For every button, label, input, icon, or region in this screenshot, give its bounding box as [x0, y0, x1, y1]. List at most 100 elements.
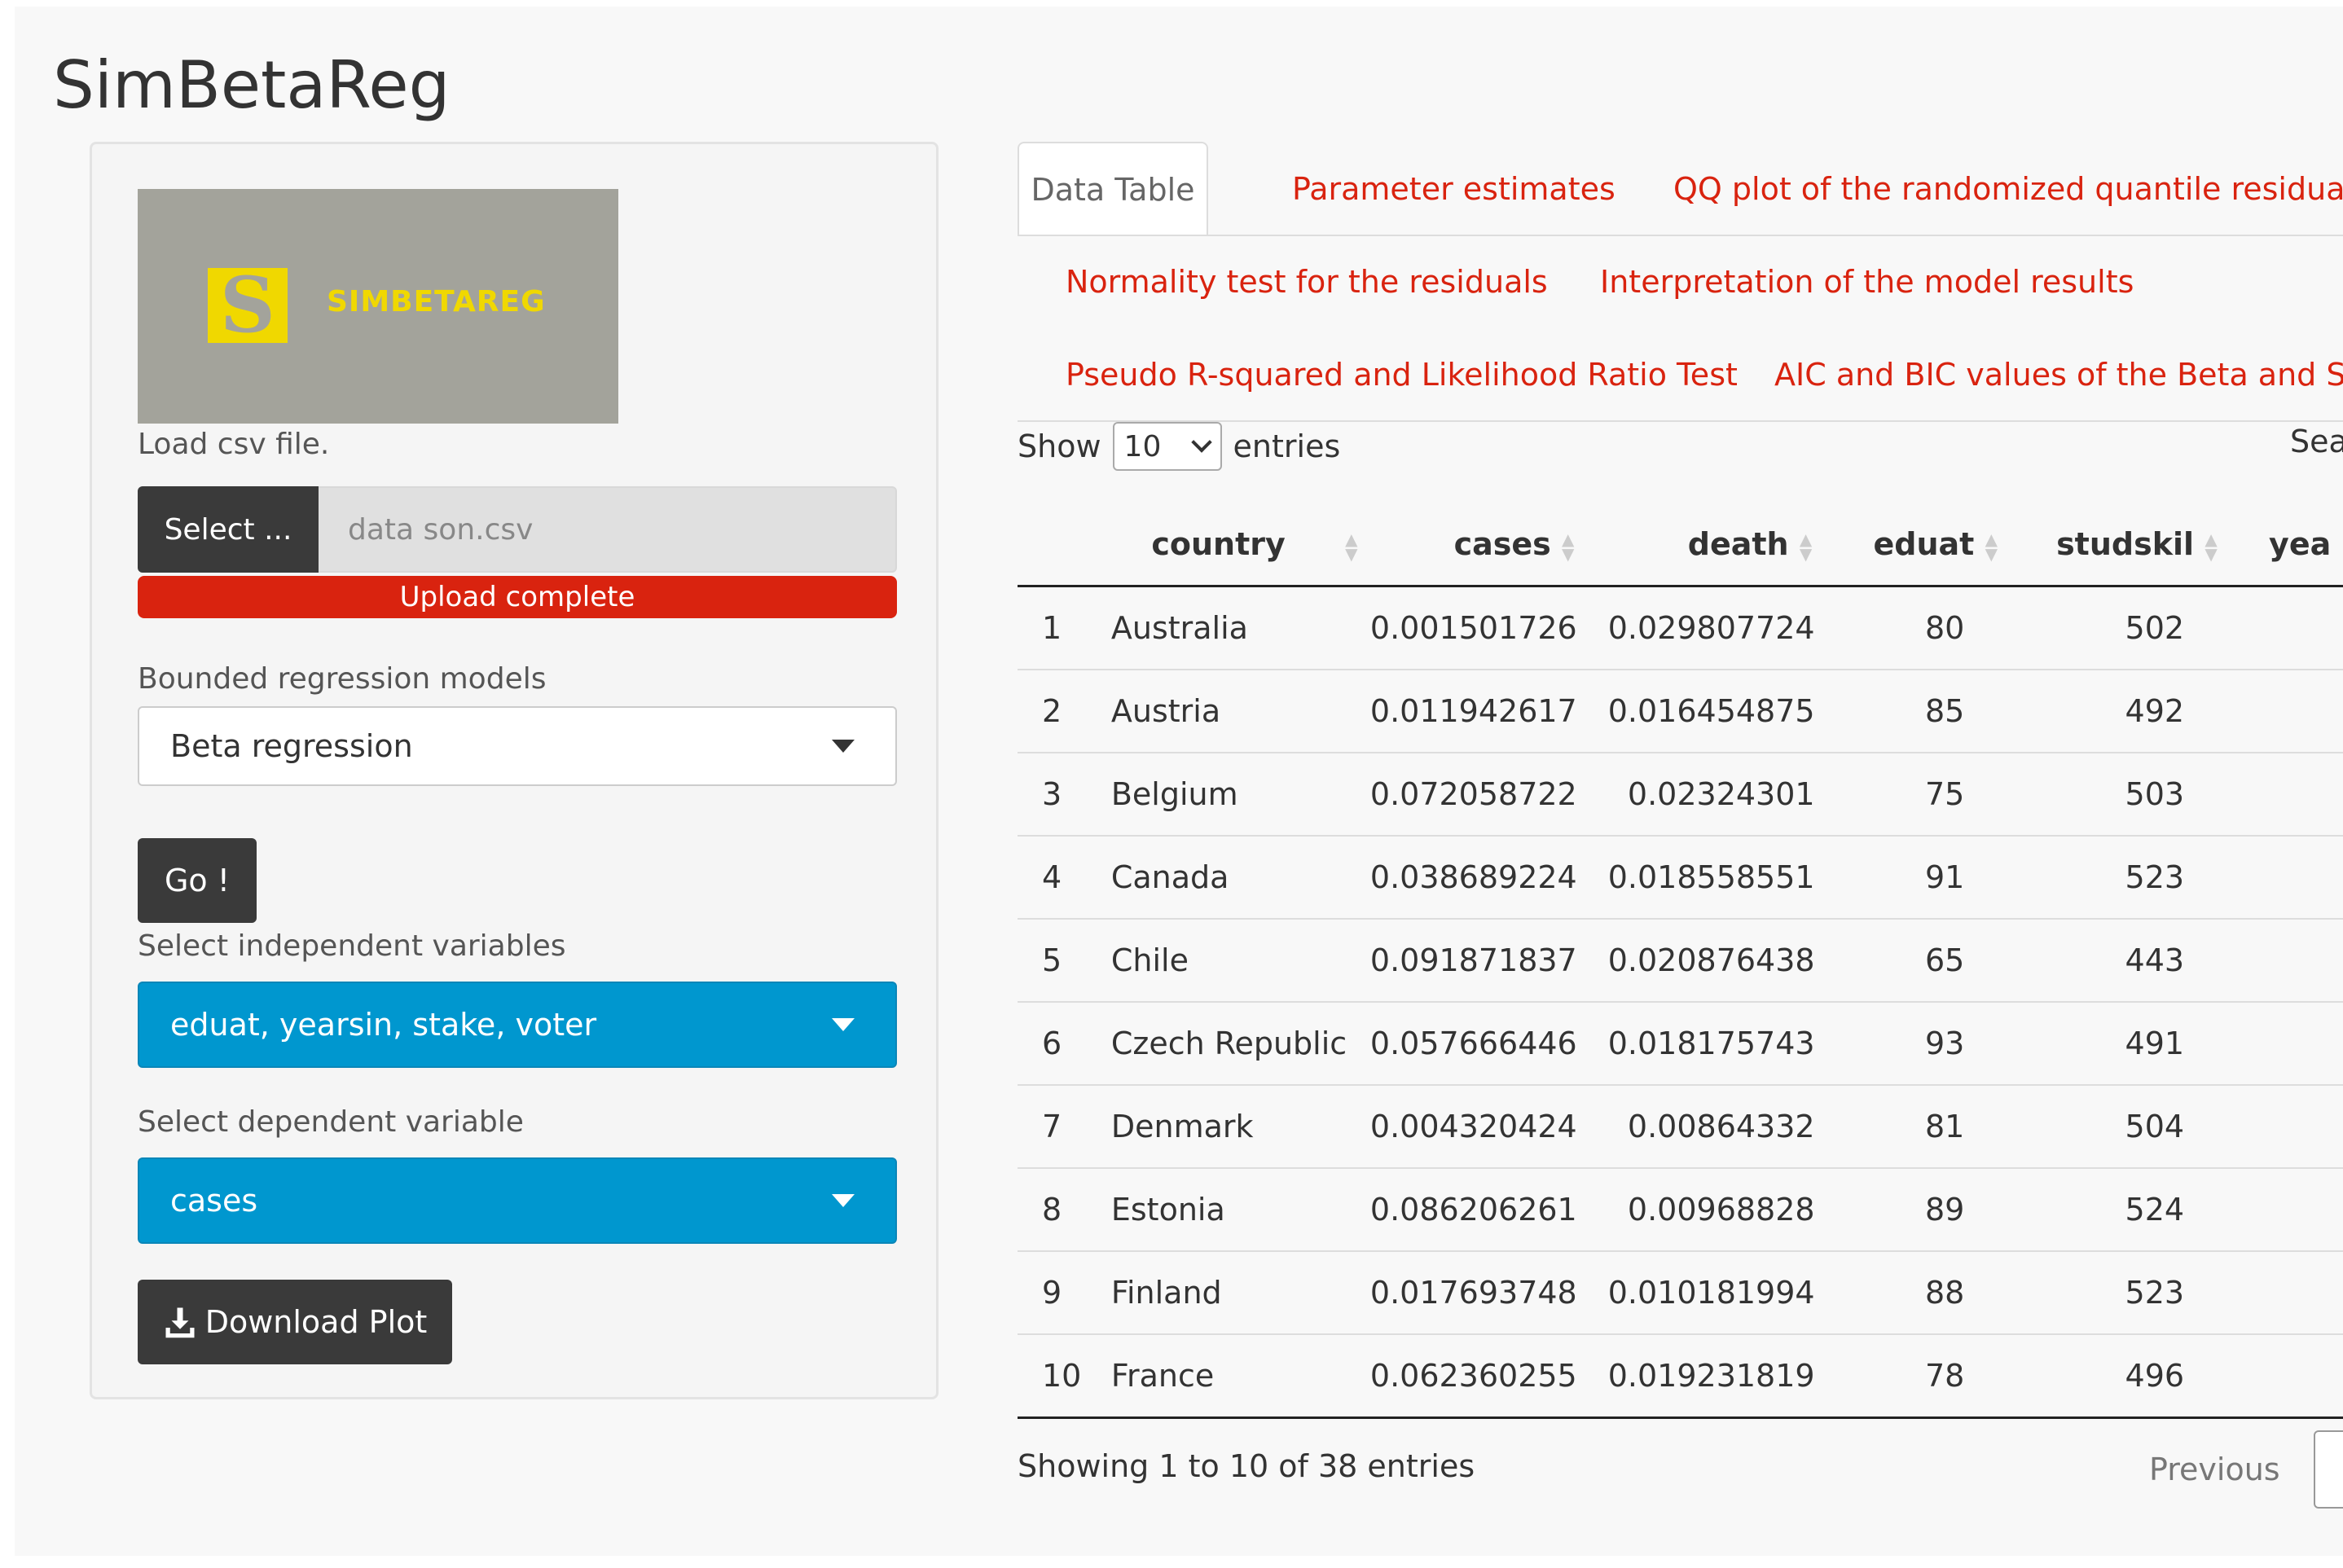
- table-row[interactable]: 10 France 0.062360255 0.019231819 78 496: [1018, 1334, 2343, 1419]
- cell-country: Australia: [1110, 586, 1364, 670]
- column-header-cases[interactable]: cases ▲ ▼: [1363, 503, 1577, 587]
- tab-aic-bic[interactable]: AIC and BIC values of the Beta and Sim: [1774, 357, 2343, 393]
- cell-studskil: 496: [2000, 1334, 2221, 1419]
- entries-length-value: 10: [1123, 429, 1162, 463]
- row-index: 1: [1018, 586, 1111, 670]
- cell-cases: 0.072058722: [1363, 753, 1577, 837]
- download-plot-label: Download Plot: [204, 1304, 428, 1340]
- row-index: 7: [1018, 1085, 1111, 1169]
- file-name-field[interactable]: data son.csv: [319, 486, 897, 573]
- chevron-down-icon: [1190, 432, 1212, 453]
- sort-icon: ▲ ▼: [1799, 529, 1813, 564]
- tab-data-table[interactable]: Data Table: [1018, 142, 1208, 236]
- page-title: SimBetaReg: [53, 47, 451, 123]
- cell-death: 0.018558551: [1576, 836, 1815, 920]
- logo-letter: S: [208, 267, 288, 344]
- row-index: 3: [1018, 753, 1111, 837]
- dependent-var-label: Select dependent variable: [138, 1105, 524, 1139]
- cell-country: Czech Republic: [1110, 1002, 1364, 1086]
- app-window: SimBetaReg S SIMBETAREG Load csv file. S…: [15, 7, 2343, 1556]
- table-row[interactable]: 6 Czech Republic 0.057666446 0.018175743 93 4…: [1018, 1002, 2343, 1086]
- cell-studskil: 502: [2000, 586, 2221, 670]
- download-icon: [165, 1307, 195, 1338]
- cell-cases: 0.004320424: [1363, 1085, 1577, 1169]
- cell-death: 0.019231819: [1576, 1334, 1815, 1419]
- go-button[interactable]: Go !: [138, 838, 257, 923]
- tab-interpretation[interactable]: Interpretation of the model results: [1600, 264, 2134, 300]
- independent-vars-value: eduat, yearsin, stake, voter: [170, 1007, 597, 1043]
- dependent-var-select[interactable]: cases: [138, 1157, 897, 1244]
- sort-icon: ▲ ▼: [1985, 529, 1998, 564]
- cell-studskil: 443: [2000, 919, 2221, 1003]
- upload-progress-bar: Upload complete: [138, 576, 897, 618]
- cell-yearsin: [2220, 753, 2343, 837]
- dependent-var-value: cases: [170, 1183, 258, 1219]
- model-select[interactable]: Beta regression: [138, 706, 897, 786]
- independent-vars-select[interactable]: eduat, yearsin, stake, voter: [138, 982, 897, 1068]
- cell-country: Estonia: [1110, 1168, 1364, 1252]
- cell-yearsin: [2220, 919, 2343, 1003]
- cell-studskil: 491: [2000, 1002, 2221, 1086]
- download-plot-button[interactable]: Download Plot: [138, 1280, 452, 1364]
- table-row[interactable]: 8 Estonia 0.086206261 0.00968828 89 524: [1018, 1168, 2343, 1252]
- independent-vars-label: Select independent variables: [138, 929, 566, 963]
- sort-icon: ▲ ▼: [1562, 529, 1575, 564]
- table-row[interactable]: 4 Canada 0.038689224 0.018558551 91 523: [1018, 836, 2343, 920]
- cell-eduat: 81: [1814, 1085, 2001, 1169]
- cell-country: Belgium: [1110, 753, 1364, 837]
- sort-icon: ▲ ▼: [2205, 529, 2218, 564]
- table-row[interactable]: 7 Denmark 0.004320424 0.00864332 81 504: [1018, 1085, 2343, 1169]
- entries-length-select[interactable]: 10: [1112, 422, 1222, 471]
- previous-page-button[interactable]: Previous: [2149, 1452, 2280, 1487]
- cell-eduat: 85: [1814, 670, 2001, 753]
- cell-death: 0.02324301: [1576, 753, 1815, 837]
- cell-yearsin: [2220, 1251, 2343, 1335]
- app-logo: S SIMBETAREG: [138, 189, 618, 424]
- logo-text: SIMBETAREG: [327, 285, 546, 318]
- model-select-value: Beta regression: [170, 728, 413, 764]
- cell-yearsin: [2220, 1085, 2343, 1169]
- cell-country: Chile: [1110, 919, 1364, 1003]
- tab-pseudo-r-squared[interactable]: Pseudo R-squared and Likelihood Ratio Te…: [1066, 357, 1738, 393]
- table-row[interactable]: 1 Australia 0.001501726 0.029807724 80 502: [1018, 586, 2343, 670]
- row-index: 8: [1018, 1168, 1111, 1252]
- table-row[interactable]: 3 Belgium 0.072058722 0.02324301 75 503: [1018, 753, 2343, 837]
- tab-label: Data Table: [1031, 172, 1195, 208]
- file-input-label: Load csv file.: [138, 428, 330, 461]
- cell-yearsin: [2220, 1002, 2343, 1086]
- cell-eduat: 80: [1814, 586, 2001, 670]
- column-header-yearsin[interactable]: yea: [2220, 503, 2343, 587]
- upload-status-text: Upload complete: [399, 581, 635, 613]
- cell-cases: 0.062360255: [1363, 1334, 1577, 1419]
- cell-eduat: 88: [1814, 1251, 2001, 1335]
- file-select-button[interactable]: Select ...: [138, 486, 319, 573]
- tab-normality-test[interactable]: Normality test for the residuals: [1066, 264, 1548, 300]
- table-row[interactable]: 5 Chile 0.091871837 0.020876438 65 443: [1018, 919, 2343, 1003]
- column-header-studskil[interactable]: studskil ▲ ▼: [2000, 503, 2221, 587]
- table-row[interactable]: 9 Finland 0.017693748 0.010181994 88 523: [1018, 1251, 2343, 1335]
- column-header-death[interactable]: death ▲ ▼: [1576, 503, 1815, 587]
- tab-divider: [1018, 235, 2343, 236]
- cell-eduat: 89: [1814, 1168, 2001, 1252]
- next-page-button[interactable]: [2314, 1430, 2343, 1509]
- table-info: Showing 1 to 10 of 38 entries: [1018, 1448, 1475, 1484]
- cell-yearsin: [2220, 586, 2343, 670]
- cell-studskil: 524: [2000, 1168, 2221, 1252]
- cell-yearsin: [2220, 1168, 2343, 1252]
- data-table: country ▲ ▼ cases ▲ ▼ death ▲ ▼ eduat ▲ ▼ studsk…: [1018, 503, 2343, 1419]
- cell-studskil: 523: [2000, 836, 2221, 920]
- cell-death: 0.00864332: [1576, 1085, 1815, 1169]
- tab-parameter-estimates[interactable]: Parameter estimates: [1292, 171, 1615, 207]
- cell-country: Finland: [1110, 1251, 1364, 1335]
- search-label: Sear: [2290, 424, 2343, 459]
- column-header-country[interactable]: country ▲ ▼: [1110, 503, 1364, 587]
- row-index: 6: [1018, 1002, 1111, 1086]
- tab-qq-plot[interactable]: QQ plot of the randomized quantile resid…: [1673, 171, 2343, 207]
- cell-cases: 0.086206261: [1363, 1168, 1577, 1252]
- sort-icon: ▲ ▼: [1345, 529, 1358, 564]
- column-header-index: [1018, 503, 1111, 587]
- chevron-down-icon: [832, 1194, 855, 1207]
- column-header-eduat[interactable]: eduat ▲ ▼: [1814, 503, 2001, 587]
- table-row[interactable]: 2 Austria 0.011942617 0.016454875 85 492: [1018, 670, 2343, 753]
- chevron-down-icon: [832, 1018, 855, 1031]
